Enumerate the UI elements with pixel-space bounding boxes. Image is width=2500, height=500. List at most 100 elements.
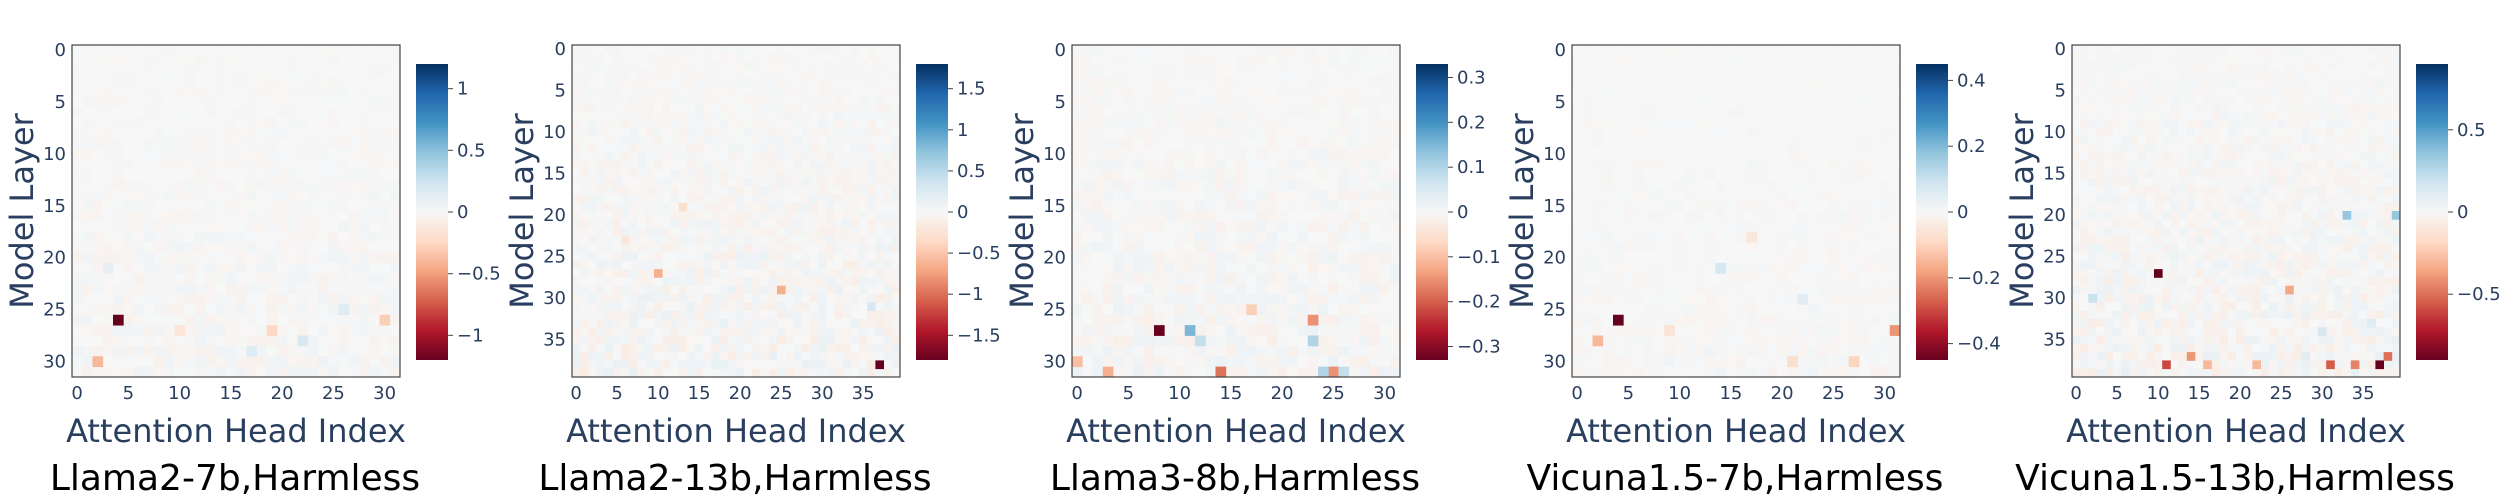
heatmap-cell [1879, 211, 1891, 222]
heatmap-cell [572, 61, 581, 71]
heatmap-cell [850, 219, 860, 228]
heatmap-cell [1072, 86, 1083, 98]
heatmap-cell [818, 335, 827, 345]
heatmap-cell [1328, 294, 1339, 305]
heatmap-cell [768, 269, 778, 278]
heatmap-cell [744, 94, 753, 104]
heatmap-cell [670, 103, 679, 112]
heatmap-cell [686, 119, 696, 129]
heatmap-cell [1684, 107, 1696, 119]
heatmap-cell [1736, 262, 1747, 274]
heatmap-cell [1715, 283, 1727, 295]
heatmap-cell [2359, 53, 2368, 62]
heatmap-cell [842, 352, 852, 361]
heatmap-cell [1705, 86, 1716, 98]
heatmap-cell [1766, 179, 1778, 191]
heatmap-cell [859, 219, 868, 228]
heatmap-cell [744, 235, 753, 245]
heatmap-cell [359, 190, 370, 202]
heatmap-cell [184, 128, 196, 139]
heatmap-cell [637, 94, 647, 104]
heatmap-cell [1236, 179, 1247, 191]
heatmap-cell [92, 65, 104, 77]
heatmap-cell [154, 366, 165, 378]
heatmap-cell [613, 103, 622, 112]
heatmap-cell [1756, 221, 1768, 233]
heatmap-cell [695, 269, 704, 278]
heatmap-cell [1623, 107, 1634, 119]
heatmap-cell [1654, 242, 1665, 253]
x-tick-label: 10 [647, 383, 670, 404]
heatmap-cell [1684, 242, 1696, 253]
heatmap-cell [1787, 211, 1798, 222]
heatmap-cell [1266, 190, 1278, 202]
heatmap-cell [1113, 65, 1124, 77]
heatmap-cell [1133, 200, 1145, 212]
heatmap-cell [277, 273, 288, 285]
heatmap-cell [1684, 190, 1696, 202]
heatmap-cell [287, 169, 298, 181]
heatmap-cell [1236, 335, 1247, 347]
heatmap-cell [369, 211, 380, 222]
heatmap-cell [1664, 356, 1675, 368]
heatmap-cell [850, 111, 860, 121]
heatmap-cell [1695, 117, 1706, 129]
heatmap-cell [1205, 138, 1216, 150]
heatmap-cell [389, 294, 401, 305]
heatmap-cell [205, 283, 216, 295]
heatmap-cell [215, 273, 227, 285]
heatmap-cell [842, 69, 852, 79]
colorbar-tick-label: 0.3 [1457, 68, 1486, 89]
heatmap-cell [654, 335, 663, 345]
heatmap-cell [588, 186, 597, 195]
heatmap-cell [348, 356, 360, 368]
heatmap-cell [1072, 283, 1083, 295]
heatmap-cell [727, 318, 737, 328]
heatmap-cell [711, 269, 720, 278]
heatmap-cell [1123, 211, 1134, 222]
heatmap-cell [686, 260, 696, 270]
heatmap-cell [338, 273, 350, 285]
heatmap-cell [1246, 345, 1257, 357]
heatmap-cell [785, 335, 794, 345]
heatmap-cell [1613, 200, 1624, 212]
heatmap-cell [580, 194, 589, 204]
heatmap-cell [1297, 117, 1309, 129]
heatmap-cell [760, 152, 770, 162]
heatmap-cell [1705, 283, 1716, 295]
heatmap-cell [318, 273, 329, 285]
heatmap-cell [2113, 61, 2122, 71]
heatmap-cell [842, 194, 852, 204]
heatmap-cell [1664, 190, 1675, 202]
heatmap-cell [1195, 96, 1206, 108]
heatmap-cell [875, 202, 884, 212]
heatmap-cell [1592, 366, 1604, 378]
heatmap-cell [205, 231, 216, 243]
heatmap-cell [621, 360, 630, 370]
heatmap-cell [637, 252, 647, 262]
heatmap-cell [164, 252, 175, 264]
heatmap-cell [1133, 325, 1145, 336]
heatmap-cell [1102, 117, 1114, 129]
heatmap-cell [174, 169, 186, 181]
heatmap-cell [1818, 55, 1829, 67]
heatmap-cell [1102, 169, 1114, 181]
heatmap-cell [1348, 335, 1360, 347]
heatmap-cell [1623, 45, 1634, 56]
heatmap-cell [1623, 252, 1634, 264]
heatmap-cell [727, 103, 737, 112]
heatmap-cell [1389, 304, 1401, 316]
heatmap-cell [1756, 242, 1768, 253]
heatmap-cell [580, 94, 589, 104]
heatmap-cell [1889, 283, 1901, 295]
heatmap-cell [164, 65, 175, 77]
heatmap-cell [1154, 335, 1165, 347]
heatmap-cell [195, 366, 206, 378]
heatmap-cell [1369, 190, 1380, 202]
heatmap-cell [621, 103, 630, 112]
heatmap-cell [195, 96, 206, 108]
heatmap-cell [1643, 325, 1655, 336]
heatmap-cell [1164, 314, 1175, 326]
heatmap-cell [266, 45, 278, 56]
heatmap-cell [1572, 242, 1583, 253]
